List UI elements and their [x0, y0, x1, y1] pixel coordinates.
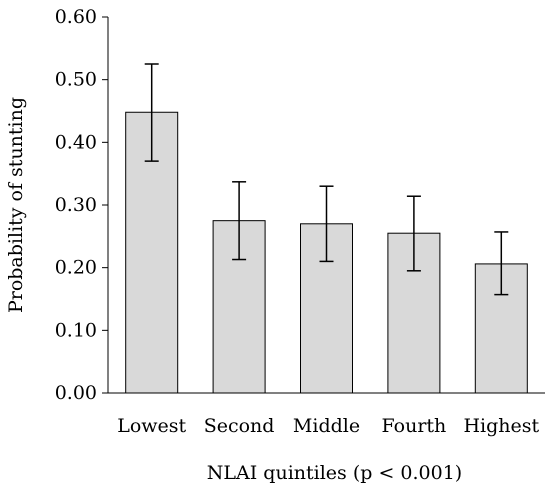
x-axis-title: NLAI quintiles (p < 0.001) — [207, 462, 462, 484]
y-tick-label: 0.60 — [55, 6, 97, 28]
y-tick-label: 0.20 — [55, 257, 97, 279]
y-tick-label: 0.10 — [55, 319, 97, 341]
y-tick-label: 0.50 — [55, 69, 97, 91]
x-axis: Lowest Second Middle Fourth Highest — [108, 392, 545, 437]
x-tick-label-fourth: Fourth — [382, 415, 447, 437]
y-tick-label: 0.30 — [55, 194, 97, 216]
x-tick-label-highest: Highest — [463, 415, 539, 437]
y-tick-label: 0.40 — [55, 131, 97, 153]
y-tick-label: 0.00 — [55, 382, 97, 404]
x-tick-label-second: Second — [204, 415, 275, 437]
y-axis-title: Probability of stunting — [5, 97, 27, 313]
x-tick-label-lowest: Lowest — [117, 415, 186, 437]
error-bars — [144, 63, 509, 296]
y-axis: 0.00 0.10 0.20 0.30 0.40 0.50 0.60 — [55, 6, 109, 404]
x-tick-label-middle: Middle — [293, 415, 360, 437]
